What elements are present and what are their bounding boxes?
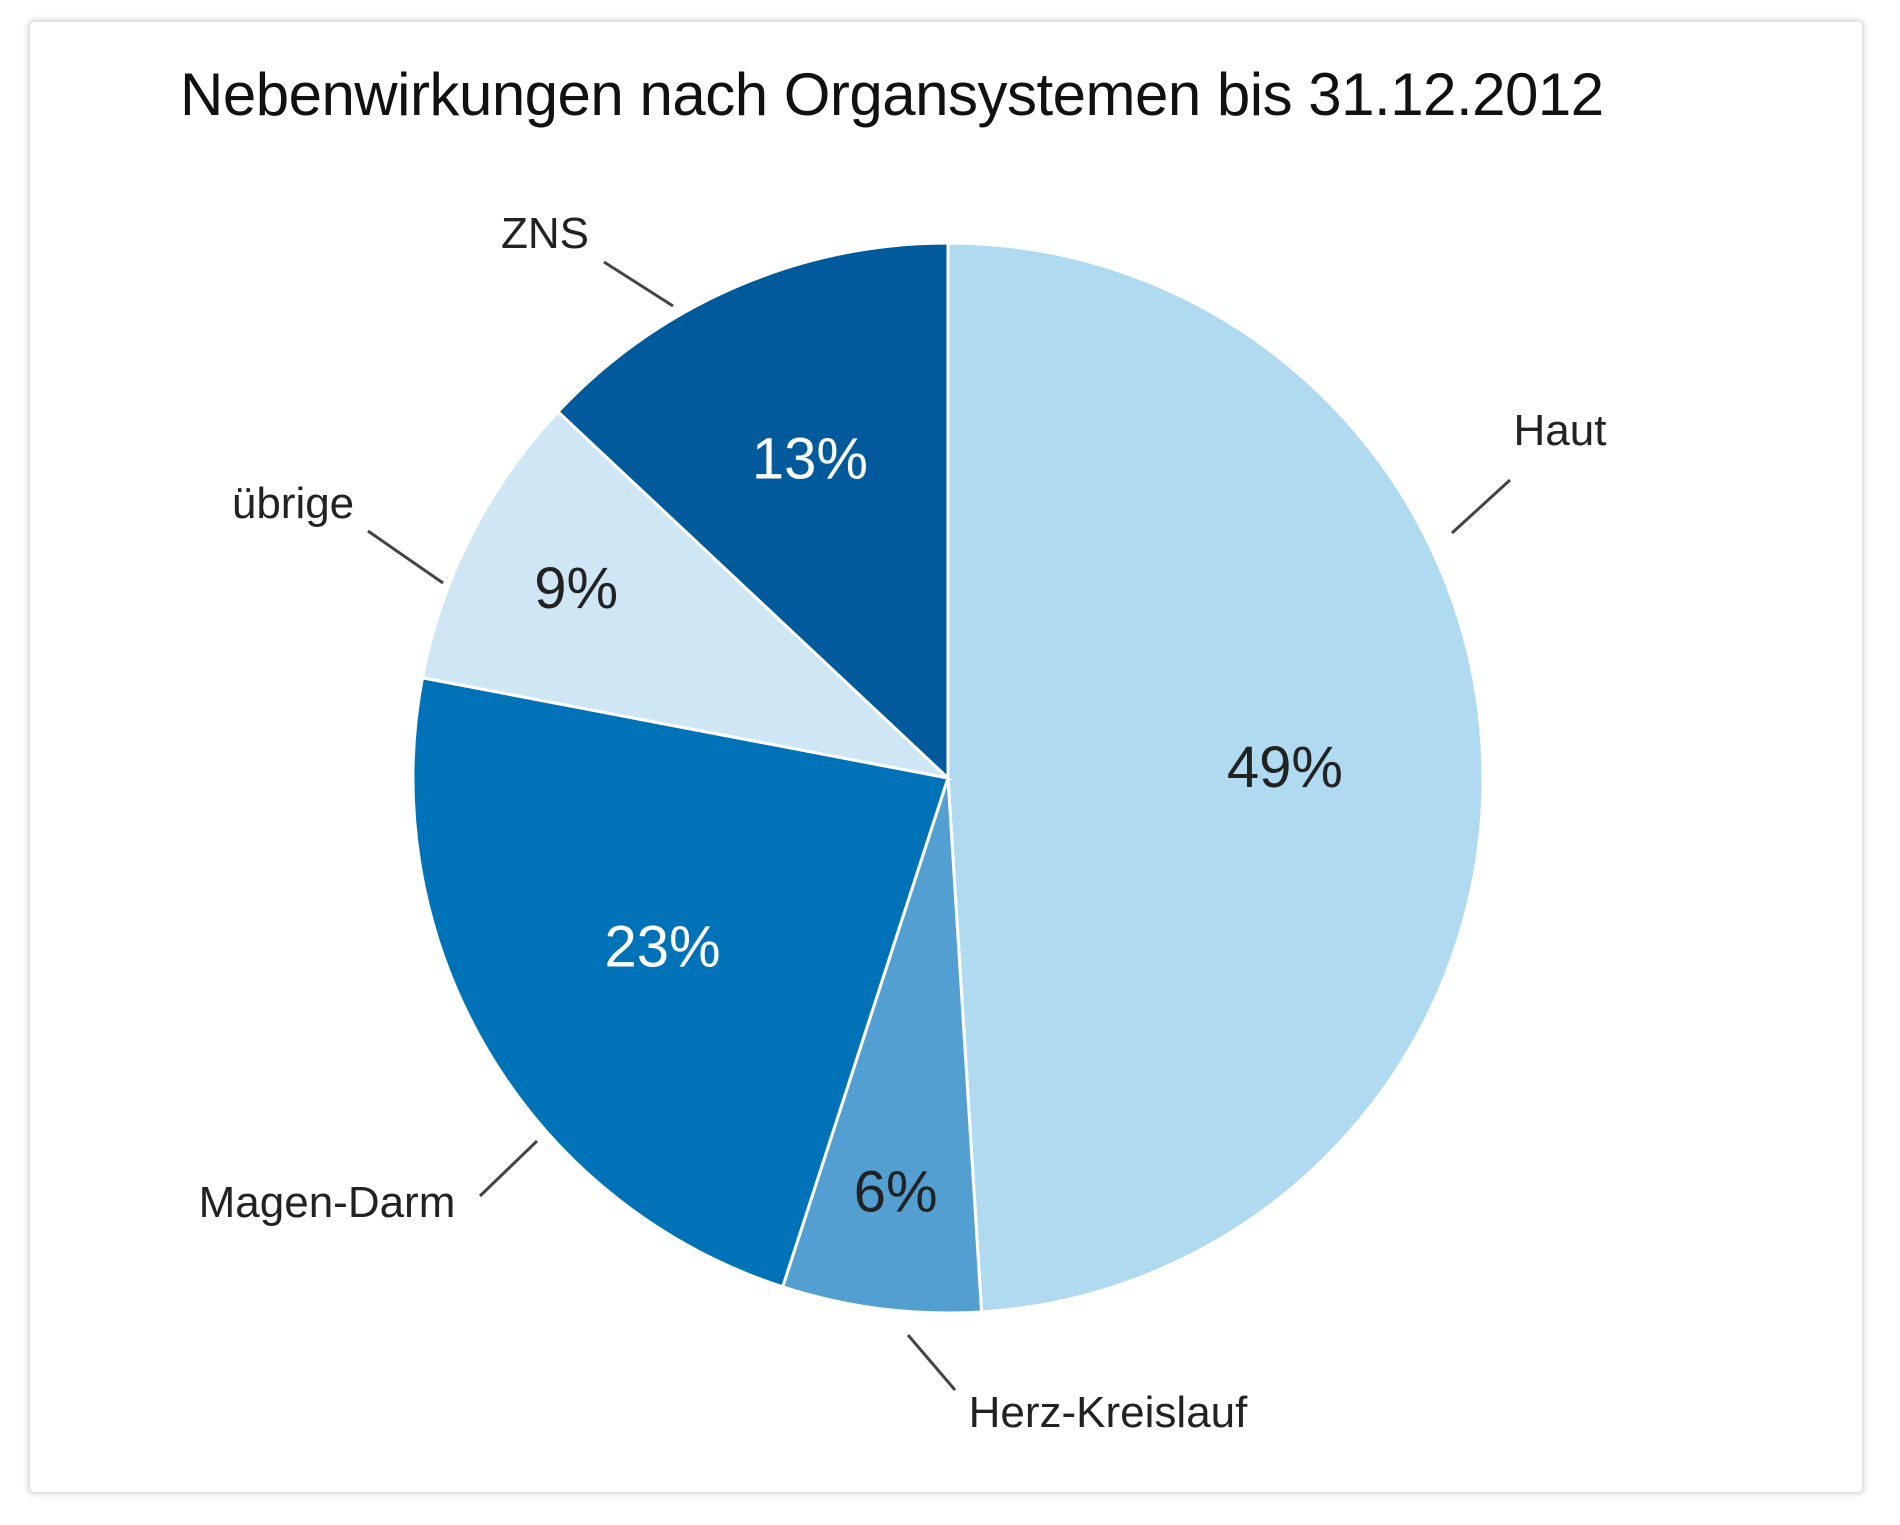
slice-name-label-übrige: übrige xyxy=(232,479,354,528)
slice-name-label-haut: Haut xyxy=(1514,406,1607,455)
slice-value-label-haut: 49% xyxy=(1227,735,1343,800)
chart-title: Nebenwirkungen nach Organsystemen bis 31… xyxy=(180,61,1604,128)
leader-line-magen-darm xyxy=(478,1139,539,1198)
slice-value-label-zns: 13% xyxy=(752,426,868,491)
leader-lines xyxy=(367,260,1512,1391)
slice-name-label-zns: ZNS xyxy=(501,209,589,258)
leader-line-herz-kreislauf xyxy=(906,1334,957,1391)
pie-slices xyxy=(411,241,1485,1315)
slice-value-label-magen-darm: 23% xyxy=(604,914,720,979)
pie-slice-magen-darm xyxy=(411,675,950,1289)
pie-slice-übrige xyxy=(420,409,953,781)
pie-slice-herz-kreislauf xyxy=(780,777,984,1315)
slice-value-label-übrige: 9% xyxy=(534,556,618,621)
leader-line-haut xyxy=(1450,478,1512,535)
pie-slice-zns xyxy=(555,241,950,782)
slice-value-label-herz-kreislauf: 6% xyxy=(854,1160,938,1225)
leader-line-übrige xyxy=(367,529,444,585)
leader-line-zns xyxy=(603,260,674,308)
pie-slice-haut xyxy=(946,241,1485,1314)
slice-name-label-herz-kreislauf: Herz-Kreislauf xyxy=(969,1388,1249,1437)
slice-name-label-magen-darm: Magen-Darm xyxy=(199,1178,456,1227)
slice-labels: 49% Haut 6% Herz-Kreislauf 23% Magen-Darm 9% üb… xyxy=(199,209,1607,1437)
